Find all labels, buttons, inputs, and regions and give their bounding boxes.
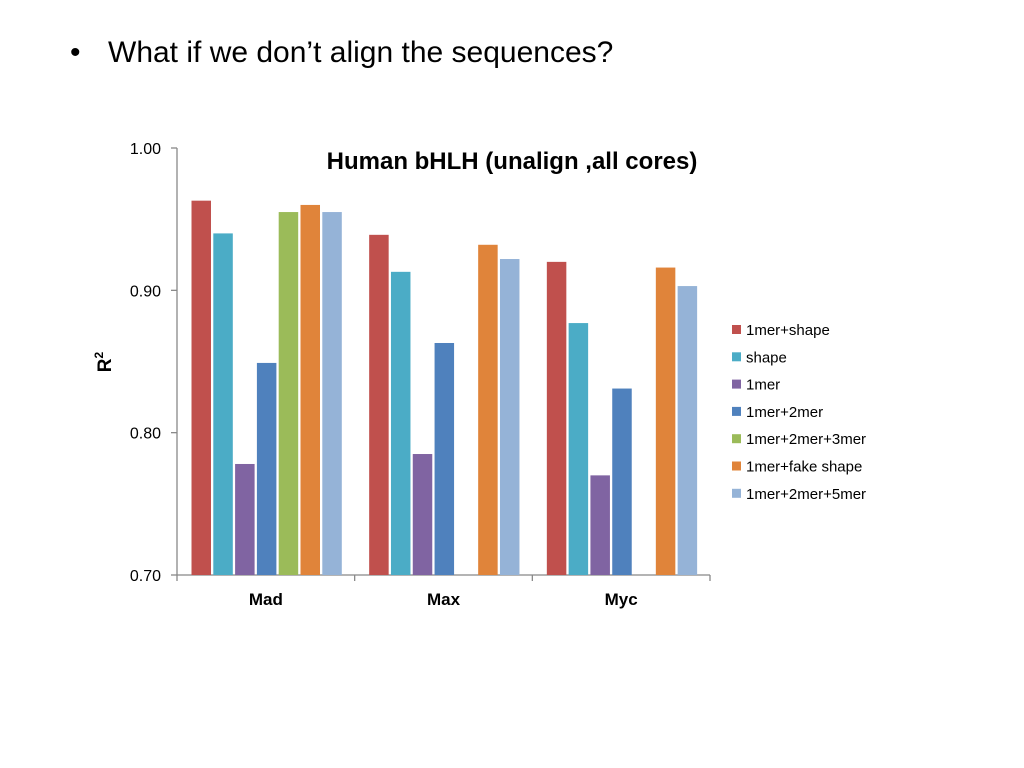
bar-1mer-2mer-mad xyxy=(256,362,277,575)
bar-1mer-myc xyxy=(590,475,610,575)
bar-1mer-2mer-myc xyxy=(612,388,632,575)
y-tick-label: 0.80 xyxy=(130,426,161,443)
legend-label: 1mer+fake shape xyxy=(746,459,862,476)
legend-swatch xyxy=(732,406,741,416)
bar-1mer-2mer-5mer-max xyxy=(499,259,520,575)
legend-swatch xyxy=(732,379,741,389)
legend-label: 1mer xyxy=(746,377,780,394)
bar-shape-myc xyxy=(568,323,589,575)
bar-1mer-fake-shape-max xyxy=(478,244,498,575)
bar-1mer-shape-myc xyxy=(546,261,567,575)
y-axis-label: R2 xyxy=(92,351,116,372)
x-tick-label: Myc xyxy=(605,590,638,609)
y-tick-label: 0.70 xyxy=(130,568,161,585)
bar-1mer-shape-max xyxy=(369,234,389,575)
x-tick-label: Max xyxy=(427,590,461,609)
legend-swatch xyxy=(732,461,741,471)
legend: 1mer+shape shape 1mer 1mer+2mer 1mer+2mer+3m… xyxy=(732,322,866,503)
legend-label: 1mer+2mer+3mer xyxy=(746,431,866,448)
bullet-text: What if we don’t align the sequences? xyxy=(108,36,614,69)
bar-1mer-fake-shape-myc xyxy=(655,267,676,575)
bars xyxy=(191,200,698,576)
y-axis-label-superscript: 2 xyxy=(92,351,106,358)
bar-1mer-shape-mad xyxy=(191,200,211,575)
legend-swatch xyxy=(732,325,741,334)
legend-label: 1mer+2mer xyxy=(746,404,823,421)
y-tick-label: 0.90 xyxy=(130,283,161,300)
legend-swatch xyxy=(732,488,741,498)
bar-shape-mad xyxy=(213,233,233,575)
y-axis-label-text: R xyxy=(95,358,116,372)
bar-1mer-2mer-5mer-myc xyxy=(677,286,698,575)
bar-1mer-2mer-3mer-mad xyxy=(278,212,299,576)
y-tick-label: 1.00 xyxy=(130,141,161,158)
bar-1mer-max xyxy=(412,454,433,575)
legend-swatch xyxy=(732,434,741,444)
legend-label: 1mer+2mer+5mer xyxy=(746,486,866,503)
bar-1mer-fake-shape-mad xyxy=(300,204,320,575)
bar-shape-max xyxy=(390,271,411,575)
x-tick-label: Mad xyxy=(249,590,283,609)
bullet-line: • What if we don’t align the sequences? xyxy=(70,36,613,70)
bar-1mer-2mer-max xyxy=(434,342,455,575)
legend-label: shape xyxy=(746,349,787,366)
bar-1mer-mad xyxy=(235,463,255,575)
bullet-marker: • xyxy=(70,36,81,69)
legend-label: 1mer+shape xyxy=(746,322,830,339)
bar-1mer-2mer-5mer-mad xyxy=(322,212,342,576)
legend-swatch xyxy=(732,352,741,362)
chart-title: Human bHLH (unalign ,all cores) xyxy=(327,148,698,175)
